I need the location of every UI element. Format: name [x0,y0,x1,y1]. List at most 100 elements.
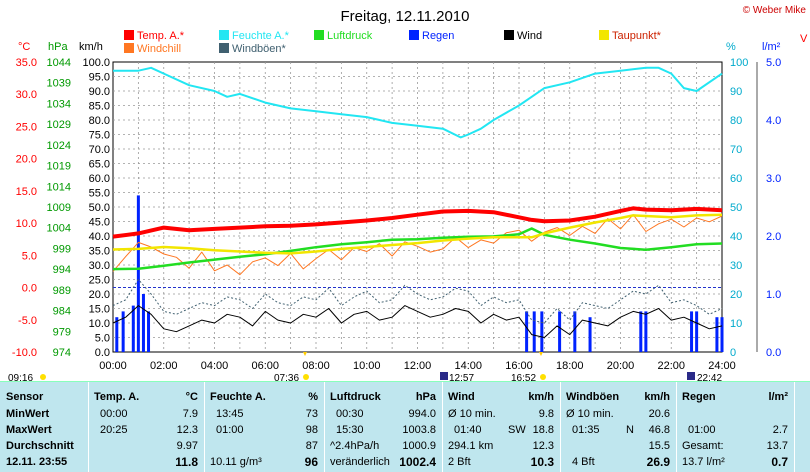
temp-axis-tick: 0.0 [22,283,37,295]
sunrise-icon [303,374,309,380]
temp-axis-tick: 35.0 [16,57,37,69]
wind-max-dir: SW [508,424,526,436]
humidity-axis-tick: 0 [730,347,736,359]
gusts-current: 26.9 [646,455,670,469]
humidity-axis-tick: 10 [730,318,742,330]
wind-axis-tick: 30.0 [89,260,110,272]
table-col-humidity: Feuchte A. % 13:45 73 01:00 98 87 10.11 … [204,382,325,472]
pressure-axis-tick: 989 [53,285,71,297]
rain-bar [136,195,140,352]
x-axis-tick: 18:00 [556,360,584,372]
table-col-sensor: Sensor MinWert MaxWert Durchschnitt 12.1… [0,382,89,472]
temp-max-time: 20:25 [100,424,128,436]
pressure-axis-tick: 979 [53,326,71,338]
sunset-label: 16:52 [511,373,536,381]
rain-axis-tick: 3.0 [766,173,781,185]
temp-header: Temp. A. [94,391,140,403]
humidity-unit: % [308,391,318,403]
temp-current: 11.8 [175,455,198,469]
wind-axis-tick: 70.0 [89,144,110,156]
legend-swatch-2 [314,30,324,40]
pressure-unit: hPa [415,391,436,403]
sunset-marker [539,352,543,356]
rain-bar [147,311,151,352]
wind-header: Wind [448,391,475,403]
x-axis-tick: 04:00 [201,360,229,372]
pressure-axis-tick: 1004 [47,223,71,235]
pressure-axis-tick: 1034 [47,98,71,110]
wind-current: 10.3 [530,455,554,469]
wind-axis-tick: 50.0 [89,202,110,214]
series-luftdruck [112,227,723,271]
humidity-axis-label: % [726,41,736,53]
gusts-avg-label: Ø 10 min. [566,408,614,420]
legend-swatch-3 [409,30,419,40]
legend-label-1: Feuchte A.* [232,30,290,42]
wind-axis-tick: 60.0 [89,173,110,185]
x-axis-tick: 22:00 [657,360,685,372]
wind-axis-label: km/h [79,41,103,53]
legend-label-4: Wind [517,30,542,42]
x-axis-tick: 00:00 [99,360,127,372]
statistics-table: Sensor MinWert MaxWert Durchschnitt 12.1… [0,381,810,472]
legend-label-0: Temp. A.* [137,30,185,42]
rain-current: 0.7 [771,455,788,469]
wind-axis-tick: 95.0 [89,72,110,84]
rain-bar [695,311,699,352]
wind-axis-tick: 90.0 [89,86,110,98]
humidity-axis-tick: 20 [730,289,742,301]
rain-max-time: 01:00 [688,424,716,436]
legend-swatch-1 [219,30,229,40]
wind-distance: 294.1 km [448,440,494,452]
legend-swatch-0 [124,30,134,40]
pressure-min-time: 00:30 [336,408,364,420]
table-col-gusts: Windböen km/h Ø 10 min. 20.6 01:35 N 46.… [560,382,677,472]
temp-avg: 9.97 [176,440,198,452]
series-feuchtea [113,66,723,139]
rain-bar [131,305,135,352]
temp-max: 12.3 [176,424,198,436]
rain-axis-tick: 1.0 [766,289,781,301]
table-col-rain: Regen l/m² 01:00 2.7 Gesamt: 13.7 13.7 l… [676,382,795,472]
wind-axis-tick: 65.0 [89,159,110,171]
sun-icon [40,374,46,380]
wind-axis-tick: 10.0 [89,318,110,330]
wind-avg-label: Ø 10 min. [448,408,496,420]
rain-axis-tick: 0.0 [766,347,781,359]
pressure-max: 1003.8 [402,424,436,436]
wind-axis-tick: 35.0 [89,246,110,258]
series-wind [112,305,723,338]
rain-bar [588,317,592,352]
temp-axis-tick: 20.0 [16,154,37,166]
humidity-axis-tick: 40 [730,231,742,243]
x-axis-tick: 12:00 [404,360,432,372]
pressure-axis-tick: 1039 [47,78,71,90]
pressure-axis-tick: 1029 [47,119,71,131]
temp-axis-tick: -10.0 [12,347,37,359]
temp-axis-label: °C [18,41,30,53]
rain-bar [573,311,577,352]
moonset-label: 22:42 [697,373,722,381]
wind-axis-tick: 75.0 [89,130,110,142]
pressure-avg: 1000.9 [402,440,436,452]
rain-bar [690,311,694,352]
temp-axis-tick: 10.0 [16,218,37,230]
pressure-axis-tick: 984 [53,306,71,318]
rain-bar [720,317,724,352]
rain-bar [141,294,145,352]
rain-bar [540,311,544,352]
wind-max-time: 01:40 [454,424,482,436]
wind-axis-tick: 80.0 [89,115,110,127]
gusts-unit: km/h [644,391,670,403]
humidity-header: Feuchte A. [210,391,266,403]
temp-min-time: 00:00 [100,408,128,420]
wind-unit: km/h [528,391,554,403]
moonrise-icon [440,372,448,380]
rain-sum: 13.7 l/m² [682,456,725,468]
wind-axis-tick: 40.0 [89,231,110,243]
sunrise-label: 07:36 [274,373,299,381]
pressure-axis-tick: 1019 [47,161,71,173]
gusts-max: 46.8 [648,424,670,436]
wind-axis-tick: 15.0 [89,304,110,316]
rain-axis-tick: 4.0 [766,115,781,127]
